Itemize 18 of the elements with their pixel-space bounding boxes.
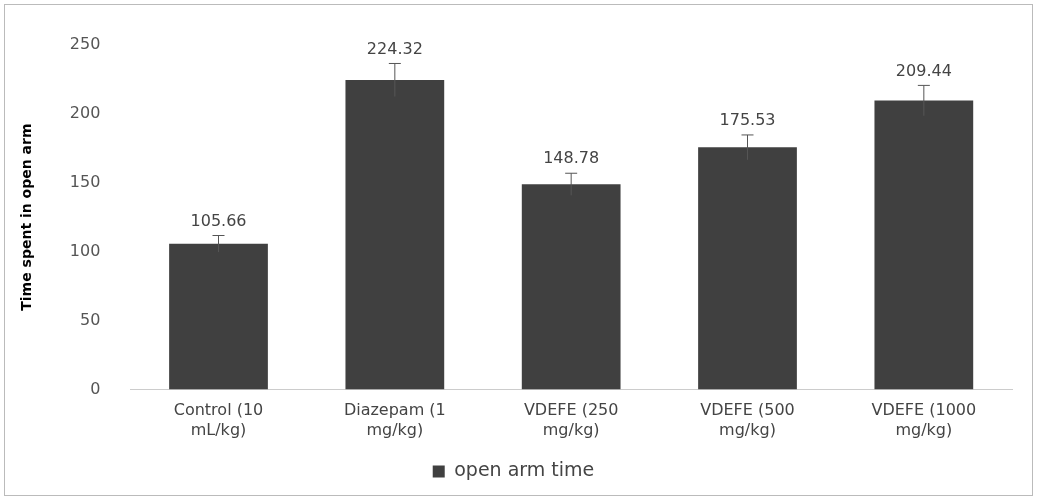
y-tick-label: 0 [90, 378, 101, 398]
data-label: 148.78 [543, 148, 600, 168]
legend-label: open arm time [454, 458, 595, 481]
y-tick-label: 200 [69, 102, 101, 122]
x-tick-label: Diazepam (1 mg/kg) [343, 400, 446, 439]
y-tick-label: 100 [69, 240, 101, 260]
data-label: 175.53 [719, 110, 776, 130]
x-tick-label: Control (10 mL/kg) [173, 400, 264, 439]
x-tick-label: VDEFE (250 mg/kg) [523, 400, 619, 439]
y-tick-label: 150 [69, 171, 101, 191]
y-axis-title: Time spent in open arm [18, 123, 35, 311]
x-tick-label: VDEFE (500 mg/kg) [700, 400, 795, 439]
data-label: 224.32 [366, 38, 423, 58]
data-label: 209.44 [895, 60, 952, 80]
y-tick-label: 250 [69, 33, 101, 53]
x-tick-label: VDEFE (1000 mg/kg) [871, 400, 977, 439]
y-tick-label: 50 [79, 309, 101, 329]
data-label: 105.66 [190, 210, 247, 230]
